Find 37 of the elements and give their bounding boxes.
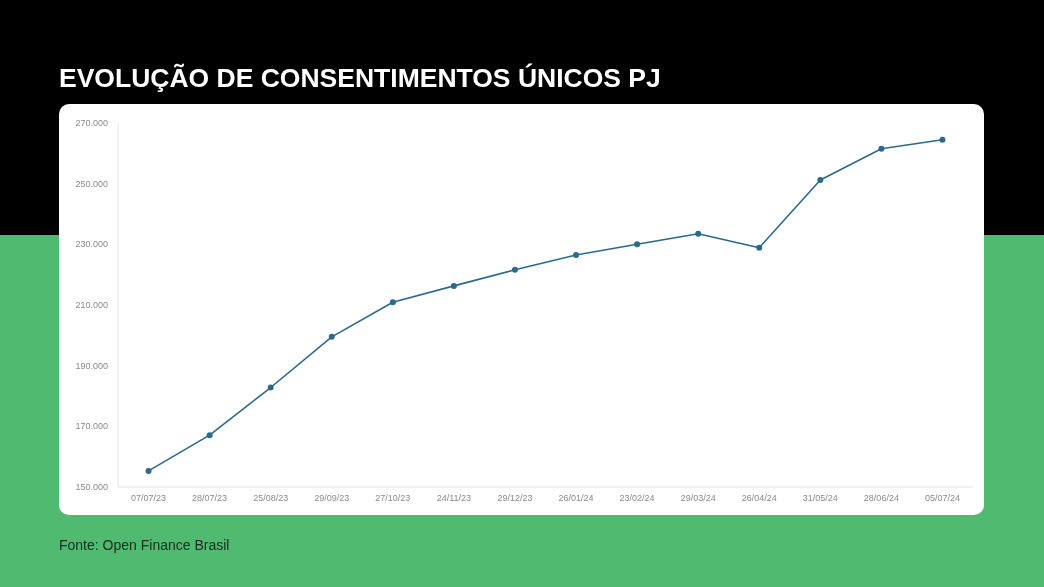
y-tick-label: 150.000 — [75, 482, 108, 493]
y-tick-label: 230.000 — [75, 239, 108, 250]
x-tick-label: 23/02/24 — [619, 493, 655, 503]
point — [511, 266, 518, 273]
y-tick-label: 210.000 — [75, 300, 108, 311]
x-tick-label: 05/07/24 — [924, 493, 960, 503]
source-note: Fonte: Open Finance Brasil — [59, 537, 230, 553]
point — [328, 333, 335, 340]
x-tick-label: 26/01/24 — [558, 493, 594, 503]
x-tick-label: 25/08/23 — [253, 493, 289, 503]
x-tick-label: 29/09/23 — [314, 493, 350, 503]
y-tick-label: 270.000 — [75, 118, 108, 129]
x-tick-label: 29/12/23 — [497, 493, 533, 503]
point — [450, 282, 457, 289]
chart-title: EVOLUÇÃO DE CONSENTIMENTOS ÚNICOS PJ — [59, 63, 661, 93]
point — [695, 230, 702, 237]
y-tick-label: 170.000 — [75, 421, 108, 432]
point — [634, 241, 641, 248]
point — [389, 299, 396, 306]
point — [817, 177, 824, 184]
point — [756, 244, 763, 251]
y-tick-label: 190.000 — [75, 360, 108, 371]
point — [145, 467, 152, 474]
x-tick-label: 31/05/24 — [802, 493, 838, 503]
point — [573, 251, 580, 258]
point — [878, 145, 885, 152]
x-tick-label: 28/06/24 — [863, 493, 899, 503]
y-tick-label: 250.000 — [75, 178, 108, 189]
point — [206, 432, 213, 439]
point — [267, 384, 274, 391]
x-tick-label: 29/03/24 — [680, 493, 716, 503]
x-tick-label: 28/07/23 — [192, 493, 228, 503]
x-tick-label: 07/07/23 — [131, 493, 167, 503]
x-tick-label: 27/10/23 — [375, 493, 411, 503]
x-tick-label: 26/04/24 — [741, 493, 777, 503]
point — [939, 136, 946, 143]
x-tick-label: 24/11/23 — [436, 493, 472, 503]
